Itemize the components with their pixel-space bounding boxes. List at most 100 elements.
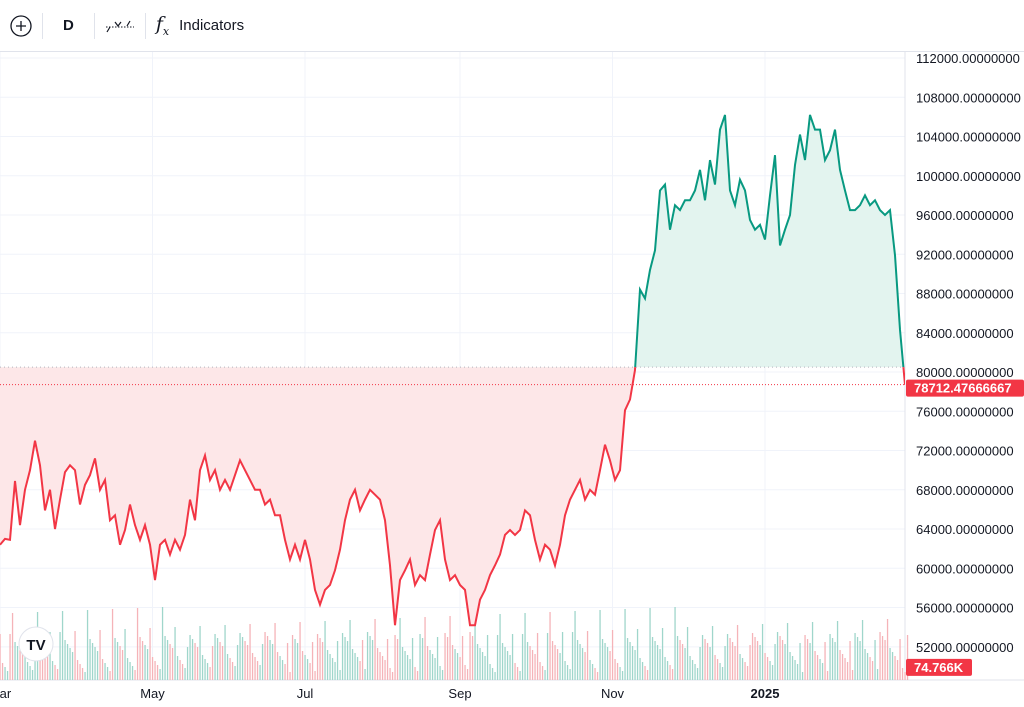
volume-bar xyxy=(224,625,226,680)
interval-button[interactable]: D xyxy=(63,17,74,34)
volume-bar xyxy=(6,671,9,680)
volume-bar xyxy=(491,668,494,680)
volume-bar xyxy=(271,644,274,680)
volume-bar xyxy=(416,671,419,680)
volume-bar xyxy=(591,664,594,680)
volume-bar xyxy=(481,652,484,680)
volume-bar xyxy=(441,670,444,680)
volume-bar xyxy=(376,648,379,680)
volume-bar xyxy=(879,632,881,680)
volume-bar xyxy=(189,635,191,680)
volume-bar xyxy=(124,629,126,680)
volume-bar xyxy=(461,636,464,680)
volume-bar xyxy=(251,653,254,680)
volume-bar xyxy=(354,653,356,680)
volume-bar xyxy=(616,663,619,680)
volume-bar xyxy=(284,664,286,680)
volume-bar xyxy=(744,662,746,680)
y-tick-label: 60000.00000000 xyxy=(916,561,1014,576)
volume-bar xyxy=(514,663,516,680)
volume-bar xyxy=(689,656,691,680)
volume-bar xyxy=(666,661,669,680)
volume-bar xyxy=(466,669,469,680)
volume-bar xyxy=(359,661,361,680)
volume-bar xyxy=(289,672,291,680)
volume-bar xyxy=(906,635,909,680)
volume-bar xyxy=(554,645,556,680)
volume-bar xyxy=(564,661,566,680)
volume-bar xyxy=(196,647,199,680)
volume-bar xyxy=(211,646,214,680)
volume-bar xyxy=(576,640,579,680)
y-tick-label: 84000.00000000 xyxy=(916,326,1014,341)
volume-bar xyxy=(549,612,551,680)
volume-bar xyxy=(581,648,584,680)
volume-bar xyxy=(721,667,724,680)
volume-bar xyxy=(776,632,779,680)
volume-bar xyxy=(4,667,6,680)
volume-bar xyxy=(194,643,196,680)
volume-bar xyxy=(831,638,834,680)
volume-bar xyxy=(364,669,366,680)
volume-bar xyxy=(191,639,194,680)
volume-bar xyxy=(639,658,641,680)
x-tick-label: Nov xyxy=(601,686,625,701)
volume-bar xyxy=(449,616,451,680)
volume-bar xyxy=(454,649,456,680)
volume-bar xyxy=(129,662,131,680)
volume-bar xyxy=(511,634,514,680)
volume-bar xyxy=(656,645,659,680)
volume-bar xyxy=(901,668,904,680)
volume-bar xyxy=(621,671,624,680)
volume-bar xyxy=(71,652,74,680)
volume-bar xyxy=(881,636,884,680)
volume-bar xyxy=(586,631,589,680)
area-fill-above xyxy=(635,114,904,368)
y-tick-label: 56000.00000000 xyxy=(916,601,1014,616)
tradingview-logo[interactable]: TV xyxy=(18,626,54,662)
volume-bar xyxy=(391,672,394,680)
volume-bar xyxy=(366,632,369,680)
volume-bar xyxy=(726,634,729,680)
volume-bar xyxy=(719,663,721,680)
x-tick-label: Sep xyxy=(448,686,471,701)
volume-bar xyxy=(41,645,44,680)
volume-bar xyxy=(171,648,174,680)
volume-bar xyxy=(419,634,421,680)
volume-bar xyxy=(701,635,704,680)
volume-bar xyxy=(714,655,716,680)
volume-bar xyxy=(226,654,229,680)
volume-bar xyxy=(299,622,301,680)
volume-bar xyxy=(264,632,266,680)
divider xyxy=(42,12,43,39)
volume-bar xyxy=(874,640,876,680)
volume-bar xyxy=(716,659,719,680)
volume-bar xyxy=(106,667,109,680)
indicators-button[interactable]: fx Indicators xyxy=(146,8,254,44)
volume-bar xyxy=(179,660,181,680)
volume-bar xyxy=(46,653,49,680)
volume-bar xyxy=(49,632,51,680)
volume-bar xyxy=(451,645,454,680)
price-chart[interactable]: 112000.00000000 108000.00000000 104000.000… xyxy=(0,52,1024,707)
volume-bar xyxy=(529,646,531,680)
add-symbol-button[interactable] xyxy=(0,8,42,44)
volume-bar xyxy=(476,644,479,680)
volume-bar xyxy=(749,645,751,680)
volume-bar xyxy=(676,636,679,680)
volume-bar xyxy=(546,633,549,680)
y-tick-label: 104000.00000000 xyxy=(916,130,1021,145)
volume-bar xyxy=(756,641,759,680)
divider xyxy=(93,12,95,39)
volume-bar xyxy=(826,671,829,680)
volume-bar xyxy=(766,657,769,680)
volume-bar xyxy=(669,665,671,680)
compare-button[interactable] xyxy=(95,8,145,44)
volume-bar xyxy=(216,638,219,680)
volume-bar xyxy=(804,635,806,680)
volume-bar xyxy=(851,670,854,680)
y-tick-label: 112000.00000000 xyxy=(916,52,1020,66)
volume-bar xyxy=(356,657,359,680)
volume-bar xyxy=(294,639,296,680)
volume-bar xyxy=(54,665,56,680)
